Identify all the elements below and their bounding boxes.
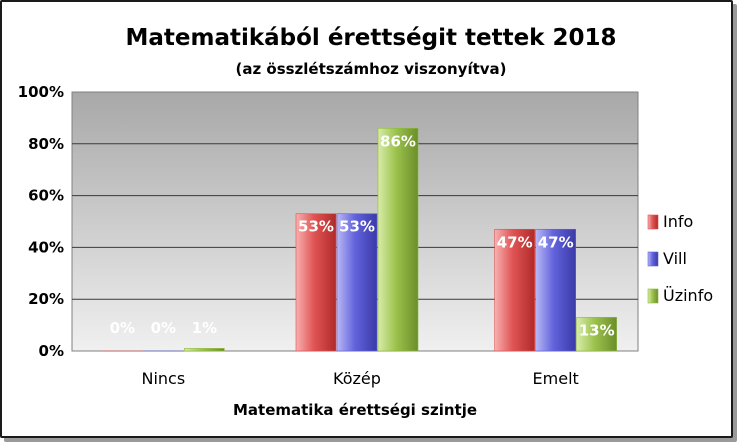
y-tick-label: 40% — [28, 238, 64, 256]
x-axis: Nincs Közép Emelt — [141, 369, 578, 388]
legend-swatch — [647, 288, 659, 304]
bar-üzinfo-emelt — [576, 317, 617, 352]
bar-vill-közép — [336, 213, 378, 352]
legend-label: Vill — [663, 249, 687, 268]
bars: 0% 0% 1% 53% 53% 86% 47% 47% 13% — [102, 127, 617, 352]
legend-label: Info — [663, 212, 693, 231]
bar-info-közép — [295, 213, 337, 352]
bar-info-emelt — [494, 228, 535, 352]
data-label: 1% — [192, 319, 217, 337]
data-label: 13% — [579, 321, 615, 339]
data-label: 53% — [298, 218, 334, 236]
chart-subtitle: (az összlétszámhoz viszonyítva) — [235, 60, 506, 78]
legend-swatch — [647, 214, 659, 230]
y-tick-label: 60% — [28, 187, 64, 205]
data-label: 47% — [497, 233, 533, 251]
legend-swatch — [647, 251, 659, 267]
y-tick-label: 100% — [18, 83, 64, 101]
y-tick-label: 20% — [28, 290, 64, 308]
data-label: 53% — [339, 218, 375, 236]
x-tick-label: Nincs — [141, 369, 185, 388]
x-axis-label: Matematika érettségi szintje — [233, 401, 477, 419]
legend-label: Üzinfo — [663, 286, 713, 305]
bar-vill-emelt — [535, 228, 576, 352]
x-tick-label: Emelt — [533, 369, 579, 388]
legend: Info Vill Üzinfo — [647, 212, 713, 305]
data-label: 0% — [110, 319, 135, 337]
bar-üzinfo-nincs — [184, 348, 225, 352]
bar-üzinfo-közép — [377, 127, 419, 352]
y-tick-label: 0% — [39, 342, 64, 360]
chart-title: Matematikából érettségit tettek 2018 — [125, 25, 616, 51]
y-tick-label: 80% — [28, 135, 64, 153]
data-label: 86% — [380, 132, 416, 150]
data-label: 47% — [538, 233, 574, 251]
y-axis: 0% 20% 40% 60% 80% 100% — [18, 83, 64, 360]
data-label: 0% — [151, 319, 176, 337]
x-tick-label: Közép — [333, 369, 381, 388]
